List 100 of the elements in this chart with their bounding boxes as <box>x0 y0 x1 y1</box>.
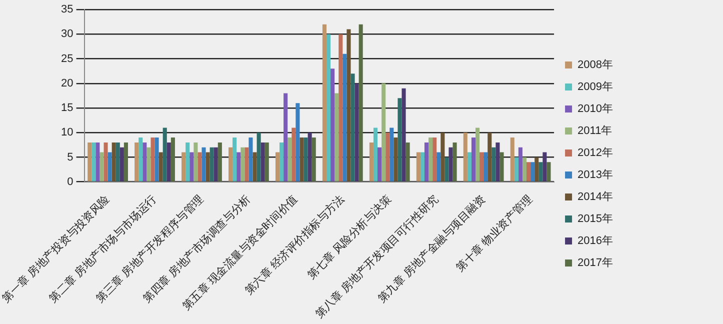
bar <box>500 152 504 182</box>
bar <box>546 162 551 182</box>
legend-label: 2008年 <box>578 59 614 72</box>
bar <box>138 138 143 182</box>
bar <box>256 132 261 182</box>
bar <box>170 138 175 182</box>
bar <box>108 152 112 182</box>
bar <box>538 162 543 182</box>
bar <box>240 147 245 182</box>
bar <box>534 157 539 182</box>
bar <box>484 152 488 182</box>
bar <box>198 152 202 182</box>
bar <box>514 157 518 182</box>
bar <box>100 152 104 182</box>
bar <box>488 132 492 182</box>
bar <box>480 152 484 182</box>
y-tick-label: 0 <box>67 176 74 188</box>
legend-label: 2014年 <box>578 191 614 204</box>
bar <box>162 128 167 182</box>
bar <box>334 93 339 182</box>
bar <box>373 128 378 182</box>
bar <box>228 147 233 182</box>
legend-label: 2015年 <box>578 213 614 226</box>
bar <box>312 138 316 182</box>
bar <box>236 152 241 182</box>
bar <box>530 162 535 182</box>
bar <box>116 142 120 182</box>
bar <box>190 152 194 182</box>
bar <box>104 142 108 182</box>
legend-label: 2013年 <box>578 169 614 182</box>
bar <box>471 138 476 182</box>
bar <box>96 142 100 182</box>
bar <box>354 83 359 182</box>
bar <box>248 138 253 182</box>
bar <box>369 142 374 182</box>
y-tick-label: 25 <box>61 52 74 65</box>
bar <box>252 152 257 182</box>
bar <box>308 132 312 182</box>
bar <box>288 138 292 182</box>
bar <box>526 162 531 182</box>
bar <box>416 152 420 182</box>
legend-label: 2009年 <box>578 81 614 94</box>
bar <box>378 147 382 182</box>
bar <box>296 103 300 182</box>
bar <box>142 142 147 182</box>
bar <box>218 142 222 182</box>
bar <box>186 142 190 182</box>
bar <box>210 147 214 182</box>
bar <box>214 147 218 182</box>
legend-label: 2011年 <box>578 125 612 138</box>
bar <box>342 54 347 182</box>
bar <box>112 142 116 182</box>
bar <box>194 142 198 182</box>
y-tick-label: 5 <box>67 151 74 164</box>
bar <box>150 138 155 182</box>
bar <box>452 142 457 182</box>
bar <box>330 68 335 182</box>
bar <box>338 34 343 182</box>
bar <box>350 74 355 182</box>
bar <box>322 24 326 182</box>
bar <box>467 152 472 182</box>
legend-label: 2010年 <box>578 103 614 116</box>
bar <box>428 138 433 182</box>
legend-label: 2016年 <box>578 235 614 248</box>
bar <box>206 152 210 182</box>
bar <box>386 132 390 182</box>
bar <box>275 152 280 182</box>
bar <box>202 147 206 182</box>
legend-label: 2012年 <box>578 147 614 160</box>
bar <box>436 152 441 182</box>
bar <box>382 83 386 182</box>
bar <box>424 142 429 182</box>
bar <box>260 142 265 182</box>
bar <box>284 93 288 182</box>
bar <box>390 128 394 182</box>
bar <box>154 138 159 182</box>
bar <box>394 138 398 182</box>
bar <box>244 147 249 182</box>
bar <box>264 142 269 182</box>
bar <box>398 98 402 182</box>
bar <box>158 152 163 182</box>
bar <box>522 157 527 182</box>
y-tick-label: 15 <box>61 102 74 114</box>
y-tick-label: 20 <box>61 77 74 90</box>
bar <box>134 142 139 182</box>
bar <box>326 34 331 182</box>
bar <box>292 128 296 182</box>
bar <box>146 147 151 182</box>
bar <box>496 142 500 182</box>
bar <box>432 138 437 182</box>
bar <box>518 147 522 182</box>
bar <box>475 128 480 182</box>
bar <box>448 147 453 182</box>
bar <box>492 147 496 182</box>
bar <box>120 147 124 182</box>
bar <box>510 138 514 182</box>
bar <box>300 138 304 182</box>
bar <box>358 24 363 182</box>
bar <box>346 29 351 182</box>
bar <box>444 157 449 182</box>
